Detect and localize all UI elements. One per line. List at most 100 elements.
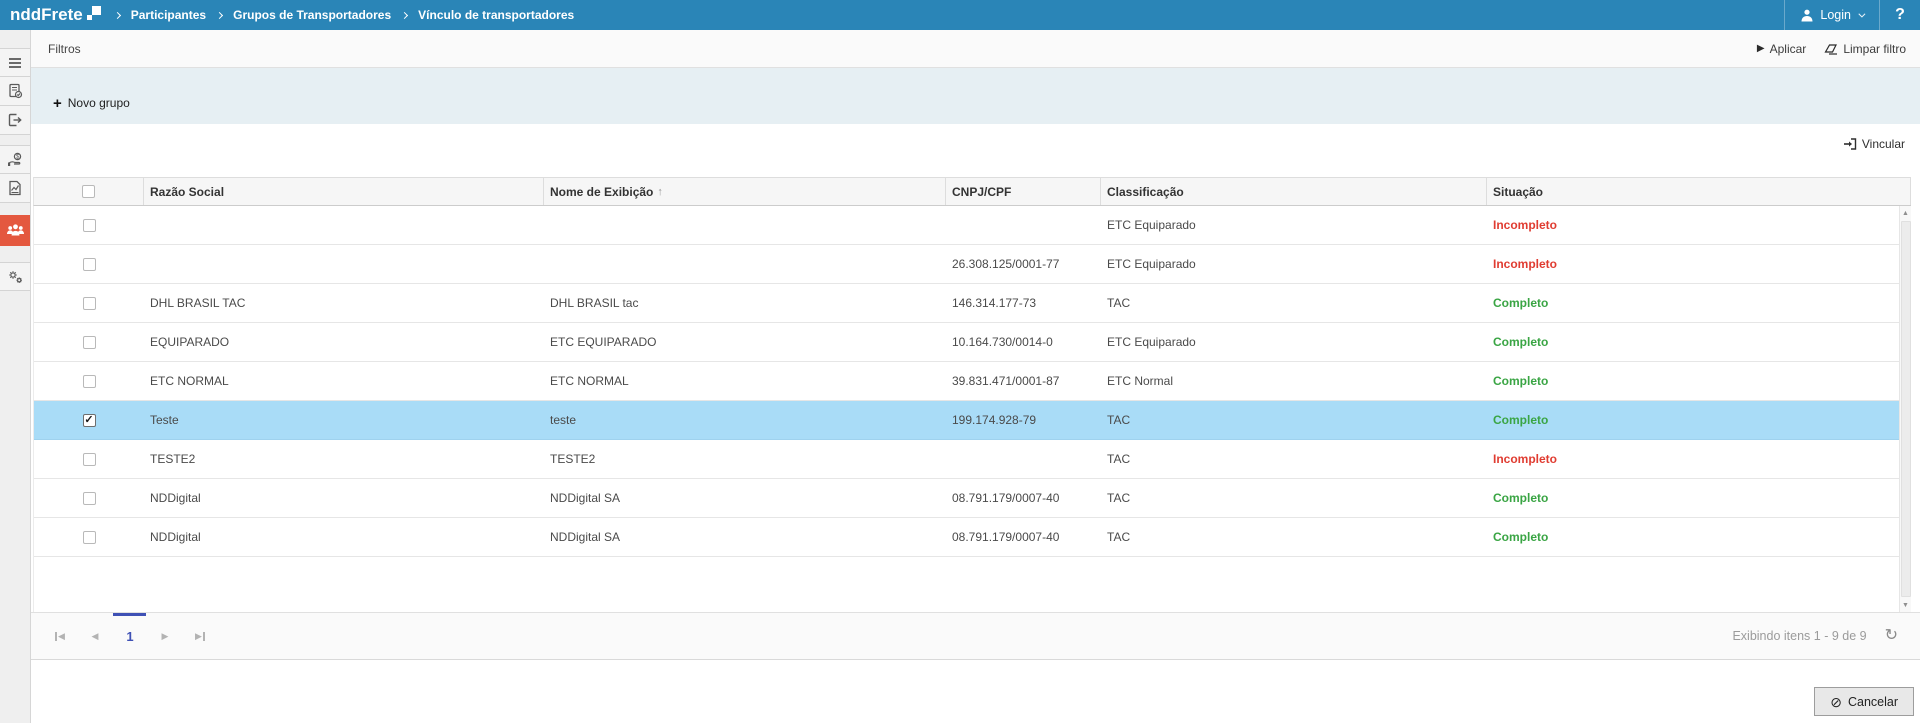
row-checkbox-cell <box>34 284 144 322</box>
row-checkbox[interactable] <box>82 491 96 505</box>
cell-classificacao: TAC <box>1107 530 1131 544</box>
table-row[interactable]: 26.308.125/0001-77 ETC Equiparado Incomple… <box>34 245 1899 284</box>
breadcrumb-vinculo-de-transportadores[interactable]: Vínculo de transportadores <box>418 8 575 22</box>
sidebar-item-reports[interactable] <box>0 174 30 203</box>
select-all-checkbox[interactable] <box>82 185 95 198</box>
column-header-razao-social[interactable]: Razão Social <box>144 178 544 205</box>
table-row[interactable]: EQUIPARADO ETC EQUIPARADO 10.164.730/0014-… <box>34 323 1899 362</box>
pagination-bar: ◀ ◀ 1 ▶ ▶ Exibindo itens 1 - 9 de 9 ↻ <box>31 612 1920 660</box>
table-header: Razão Social Nome de Exibição ↑ CNPJ/CPF … <box>33 177 1911 206</box>
row-checkbox[interactable] <box>82 257 96 271</box>
sidebar-item-participants[interactable] <box>0 215 30 246</box>
sign-in-icon <box>1843 138 1857 150</box>
cell-nome-exibicao: ETC NORMAL <box>550 374 629 388</box>
cancel-button[interactable]: ⊘ Cancelar <box>1814 687 1914 716</box>
row-checkbox[interactable] <box>82 413 96 427</box>
row-checkbox-cell <box>34 401 144 439</box>
cell-nome-exibicao <box>544 245 946 283</box>
cell-cnpj-cpf: 199.174.928-79 <box>952 413 1037 427</box>
vincular-label: Vincular <box>1861 137 1905 151</box>
sidebar-item-settings[interactable] <box>0 262 30 291</box>
row-checkbox-cell <box>34 440 144 478</box>
scroll-up-icon[interactable]: ▲ <box>1902 209 1909 217</box>
cell-situacao: Completo <box>1493 296 1549 310</box>
cell-cnpj-cpf: 08.791.179/0007-40 <box>952 491 1060 505</box>
report-icon <box>9 180 21 196</box>
login-menu[interactable]: Login <box>1784 0 1880 30</box>
row-checkbox-cell <box>34 362 144 400</box>
first-page-button[interactable]: ◀ <box>49 621 71 651</box>
sidebar-item-exit[interactable] <box>0 106 30 135</box>
first-page-icon <box>55 631 58 641</box>
select-all-cell <box>34 178 144 205</box>
column-header-situacao[interactable]: Situação <box>1487 178 1911 205</box>
page-number-button[interactable]: 1 <box>126 628 134 644</box>
column-label: Nome de Exibição <box>550 184 654 199</box>
row-checkbox-cell <box>34 323 144 361</box>
main-content: Filtros ▶ Aplicar Limpar filtro + Novo g… <box>31 30 1920 723</box>
column-header-classificacao[interactable]: Classificação <box>1101 178 1487 205</box>
cell-situacao: Incompleto <box>1493 257 1558 271</box>
refresh-icon[interactable]: ↻ <box>1884 627 1898 644</box>
column-label: CNPJ/CPF <box>952 184 1012 199</box>
row-checkbox[interactable] <box>82 452 96 466</box>
row-checkbox[interactable] <box>82 374 96 388</box>
chevron-down-icon <box>1858 10 1866 18</box>
breadcrumb-participantes[interactable]: Participantes <box>130 8 207 22</box>
scrollbar-thumb[interactable] <box>1900 221 1911 597</box>
login-label: Login <box>1820 8 1851 22</box>
vincular-button[interactable]: Vincular <box>1843 137 1905 151</box>
table-row[interactable]: TESTE2 TESTE2 TAC Incompleto <box>34 440 1899 479</box>
cell-razao-social: DHL BRASIL TAC <box>150 296 246 310</box>
table-row[interactable]: ETC NORMAL ETC NORMAL 39.831.471/0001-87 ET… <box>34 362 1899 401</box>
apply-filter-label: Aplicar <box>1769 41 1807 56</box>
app-logo-text: nddFrete <box>10 5 83 24</box>
previous-page-button[interactable]: ◀ <box>91 630 99 641</box>
document-check-icon <box>9 83 23 99</box>
sidebar-item-menu[interactable] <box>0 48 30 77</box>
cell-nome-exibicao: ETC EQUIPARADO <box>550 335 657 349</box>
play-icon: ▶ <box>1756 43 1765 54</box>
cell-cnpj-cpf <box>946 440 1101 478</box>
cell-nome-exibicao: teste <box>550 413 577 427</box>
cell-cnpj-cpf: 146.314.177-73 <box>952 296 1037 310</box>
scroll-down-icon[interactable]: ▼ <box>1902 601 1909 609</box>
app-logo[interactable]: nddFrete <box>0 5 113 25</box>
column-header-nome-exibicao[interactable]: Nome de Exibição ↑ <box>544 178 946 205</box>
cell-razao-social: TESTE2 <box>150 452 196 466</box>
table-row[interactable]: NDDigital NDDigital SA 08.791.179/0007-40 T… <box>34 479 1899 518</box>
sidebar-item-financial[interactable]: $ <box>0 145 30 174</box>
cell-cnpj-cpf: 39.831.471/0001-87 <box>952 374 1060 388</box>
table-body: ETC Equiparado Incompleto 26.308.125/0001-… <box>33 206 1899 612</box>
chevron-right-icon <box>113 11 121 19</box>
clear-filter-button[interactable]: Limpar filtro <box>1824 42 1906 56</box>
column-header-cnpj-cpf[interactable]: CNPJ/CPF <box>946 178 1101 205</box>
help-button[interactable]: ? <box>1880 0 1920 30</box>
row-checkbox[interactable] <box>82 218 96 232</box>
new-group-button[interactable]: + Novo grupo <box>53 96 130 111</box>
apply-filter-button[interactable]: ▶ Aplicar <box>1757 42 1806 56</box>
table-row[interactable]: NDDigital NDDigital SA 08.791.179/0007-40 T… <box>34 518 1899 557</box>
last-page-button[interactable]: ▶ <box>189 621 211 651</box>
topbar-right: Login ? <box>1784 0 1920 30</box>
cell-situacao: Completo <box>1493 530 1549 544</box>
grid-actions-row: Vincular <box>31 124 1920 177</box>
cell-situacao: Completo <box>1493 491 1549 505</box>
next-page-button[interactable]: ▶ <box>161 630 169 641</box>
row-checkbox[interactable] <box>82 296 96 310</box>
cell-razao-social <box>144 245 544 283</box>
breadcrumb-grupos-de-transportadores[interactable]: Grupos de Transportadores <box>233 8 392 22</box>
cell-cnpj-cpf <box>946 206 1101 244</box>
cell-situacao: Completo <box>1493 335 1549 349</box>
vertical-scrollbar[interactable]: ▲ ▼ <box>1899 206 1911 612</box>
cell-situacao: Completo <box>1493 413 1549 427</box>
transporters-table: Razão Social Nome de Exibição ↑ CNPJ/CPF … <box>33 177 1911 612</box>
cell-razao-social: ETC NORMAL <box>150 374 229 388</box>
table-row[interactable]: ETC Equiparado Incompleto <box>34 206 1899 245</box>
row-checkbox[interactable] <box>82 335 96 349</box>
table-row[interactable]: DHL BRASIL TAC DHL BRASIL tac 146.314.177-… <box>34 284 1899 323</box>
table-row[interactable]: Teste teste 199.174.928-79 TAC Completo <box>34 401 1899 440</box>
row-checkbox[interactable] <box>82 530 96 544</box>
sidebar-item-documents[interactable] <box>0 77 30 106</box>
